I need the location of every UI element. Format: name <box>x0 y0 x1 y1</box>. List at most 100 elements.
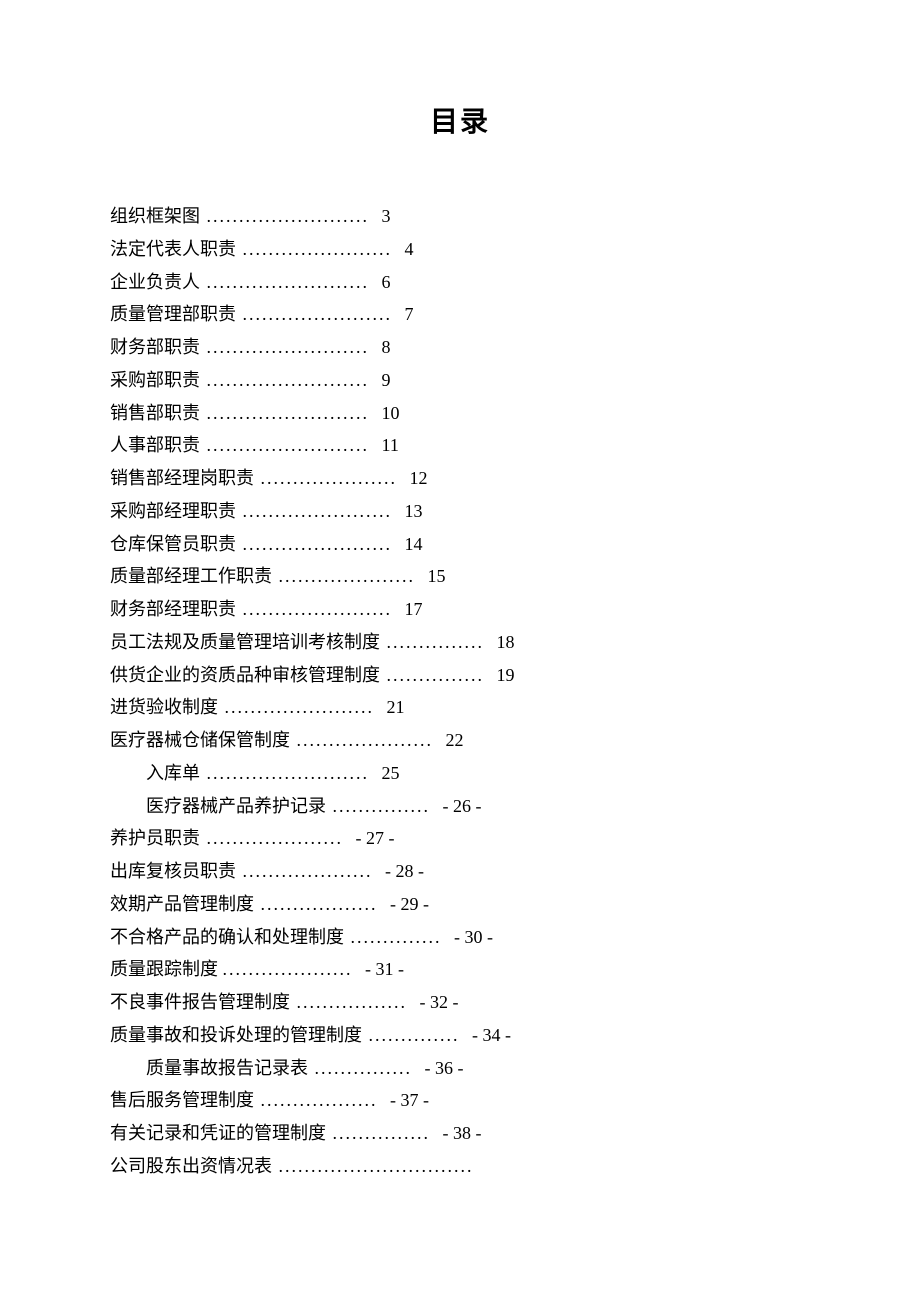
toc-entry-page: 11 <box>382 435 399 455</box>
toc-entry-page: - 38 - <box>443 1123 482 1143</box>
toc-entry-title: 人事部职责 <box>110 435 200 455</box>
toc-entry: 医疗器械仓储保管制度 ..................... 22 <box>110 724 810 757</box>
toc-entry-title: 有关记录和凭证的管理制度 <box>110 1123 326 1143</box>
toc-entry: 财务部经理职责 ....................... 17 <box>110 593 810 626</box>
toc-entry-title: 质量管理部职责 <box>110 304 236 324</box>
toc-entry-dots: ....................... <box>236 304 399 324</box>
toc-entry-dots: .................. <box>254 1090 384 1110</box>
toc-entry: 质量跟踪制度 .................... - 31 - <box>110 953 810 986</box>
toc-entry: 采购部职责 ......................... 9 <box>110 364 810 397</box>
toc-entry-dots: ......................... <box>200 272 376 292</box>
toc-entry: 销售部经理岗职责 ..................... 12 <box>110 462 810 495</box>
toc-entry: 人事部职责 ......................... 11 <box>110 429 810 462</box>
toc-entry-title: 供货企业的资质品种审核管理制度 <box>110 665 380 685</box>
toc-entry-dots: ..................... <box>290 730 440 750</box>
toc-entry-title: 质量事故报告记录表 <box>146 1058 308 1078</box>
toc-entry: 法定代表人职责 ....................... 4 <box>110 233 810 266</box>
toc-entry-title: 公司股东出资情况表 <box>110 1156 272 1176</box>
toc-entry: 效期产品管理制度 .................. - 29 - <box>110 888 810 921</box>
toc-entry-page: - 26 - <box>443 796 482 816</box>
toc-entry-title: 养护员职责 <box>110 828 200 848</box>
toc-entry-page: 10 <box>382 403 400 423</box>
toc-entry-title: 售后服务管理制度 <box>110 1090 254 1110</box>
toc-entry-title: 企业负责人 <box>110 272 200 292</box>
toc-entry: 仓库保管员职责 ....................... 14 <box>110 528 810 561</box>
toc-entry-title: 入库单 <box>146 763 200 783</box>
toc-entry-page: 6 <box>382 272 391 292</box>
toc-entry-dots: .................. <box>254 894 384 914</box>
toc-entry: 不合格产品的确认和处理制度 .............. - 30 - <box>110 921 810 954</box>
toc-entry: 质量事故和投诉处理的管理制度 .............. - 34 - <box>110 1019 810 1052</box>
toc-entry-page: 18 <box>497 632 515 652</box>
toc-entry-title: 进货验收制度 <box>110 697 218 717</box>
toc-entry: 员工法规及质量管理培训考核制度 ............... 18 <box>110 626 810 659</box>
toc-entry-title: 销售部职责 <box>110 403 200 423</box>
toc-entry-page: - 30 - <box>454 927 493 947</box>
toc-entry-page: 9 <box>382 370 391 390</box>
toc-entry-title: 质量部经理工作职责 <box>110 566 272 586</box>
toc-entry-page: - 28 - <box>385 861 424 881</box>
toc-entry-dots: ......................... <box>200 370 376 390</box>
toc-entry: 不良事件报告管理制度 ................. - 32 - <box>110 986 810 1019</box>
toc-entry-page: 4 <box>405 239 414 259</box>
toc-entry-dots: .............. <box>362 1025 466 1045</box>
toc-entry-title: 采购部职责 <box>110 370 200 390</box>
toc-entry-dots: ....................... <box>236 501 399 521</box>
toc-entry-title: 质量跟踪制度 <box>110 959 223 979</box>
toc-entry: 售后服务管理制度 .................. - 37 - <box>110 1084 810 1117</box>
toc-entry-title: 医疗器械产品养护记录 <box>146 796 326 816</box>
toc-entry: 采购部经理职责 ....................... 13 <box>110 495 810 528</box>
toc-container: 组织框架图 ......................... 3法定代表人职责… <box>110 200 810 1183</box>
toc-entry-dots: ....................... <box>236 534 399 554</box>
toc-entry: 养护员职责 ..................... - 27 - <box>110 822 810 855</box>
toc-entry: 销售部职责 ......................... 10 <box>110 397 810 430</box>
toc-entry-dots: ......................... <box>200 435 376 455</box>
toc-entry-page: - 31 - <box>365 959 404 979</box>
toc-entry-dots: ......................... <box>200 337 376 357</box>
toc-entry: 质量管理部职责 ....................... 7 <box>110 298 810 331</box>
toc-entry-page: 25 <box>382 763 400 783</box>
toc-entry: 供货企业的资质品种审核管理制度 ............... 19 <box>110 659 810 692</box>
toc-entry-dots: .............. <box>344 927 448 947</box>
toc-entry-dots: ............... <box>326 1123 437 1143</box>
toc-entry-title: 员工法规及质量管理培训考核制度 <box>110 632 380 652</box>
toc-entry-page: 17 <box>405 599 423 619</box>
toc-entry-page: 22 <box>446 730 464 750</box>
toc-entry-page: - 27 - <box>356 828 395 848</box>
toc-entry-page: - 29 - <box>390 894 429 914</box>
toc-entry-dots: .................... <box>223 959 360 979</box>
toc-entry-dots: ....................... <box>218 697 381 717</box>
toc-entry-title: 质量事故和投诉处理的管理制度 <box>110 1025 362 1045</box>
toc-entry: 组织框架图 ......................... 3 <box>110 200 810 233</box>
toc-entry-title: 财务部职责 <box>110 337 200 357</box>
toc-entry-dots: ............... <box>380 632 491 652</box>
toc-entry-page: 8 <box>382 337 391 357</box>
toc-entry: 入库单 ......................... 25 <box>110 757 810 790</box>
toc-entry-dots: .................... <box>236 861 379 881</box>
toc-entry-title: 法定代表人职责 <box>110 239 236 259</box>
toc-entry-dots: ..................... <box>254 468 404 488</box>
toc-entry-dots: ......................... <box>200 403 376 423</box>
toc-entry-title: 不良事件报告管理制度 <box>110 992 290 1012</box>
toc-entry-title: 组织框架图 <box>110 206 200 226</box>
toc-entry-dots: ......................... <box>200 206 376 226</box>
toc-entry: 出库复核员职责 .................... - 28 - <box>110 855 810 888</box>
toc-entry: 医疗器械产品养护记录 ............... - 26 - <box>110 790 810 823</box>
toc-entry-dots: .............................. <box>272 1156 474 1176</box>
toc-entry-page: - 37 - <box>390 1090 429 1110</box>
toc-entry-dots: ................. <box>290 992 414 1012</box>
toc-entry-page: - 34 - <box>472 1025 511 1045</box>
toc-entry: 公司股东出资情况表 .............................. <box>110 1150 810 1183</box>
toc-entry-title: 医疗器械仓储保管制度 <box>110 730 290 750</box>
toc-entry-page: - 32 - <box>420 992 459 1012</box>
toc-entry-title: 财务部经理职责 <box>110 599 236 619</box>
toc-entry-title: 仓库保管员职责 <box>110 534 236 554</box>
toc-entry-page: 19 <box>497 665 515 685</box>
toc-entry-page: 21 <box>387 697 405 717</box>
toc-entry-page: 15 <box>428 566 446 586</box>
toc-entry-title: 采购部经理职责 <box>110 501 236 521</box>
toc-entry: 财务部职责 ......................... 8 <box>110 331 810 364</box>
toc-entry-dots: ..................... <box>272 566 422 586</box>
toc-entry-dots: ....................... <box>236 239 399 259</box>
toc-entry-page: - 36 - <box>425 1058 464 1078</box>
